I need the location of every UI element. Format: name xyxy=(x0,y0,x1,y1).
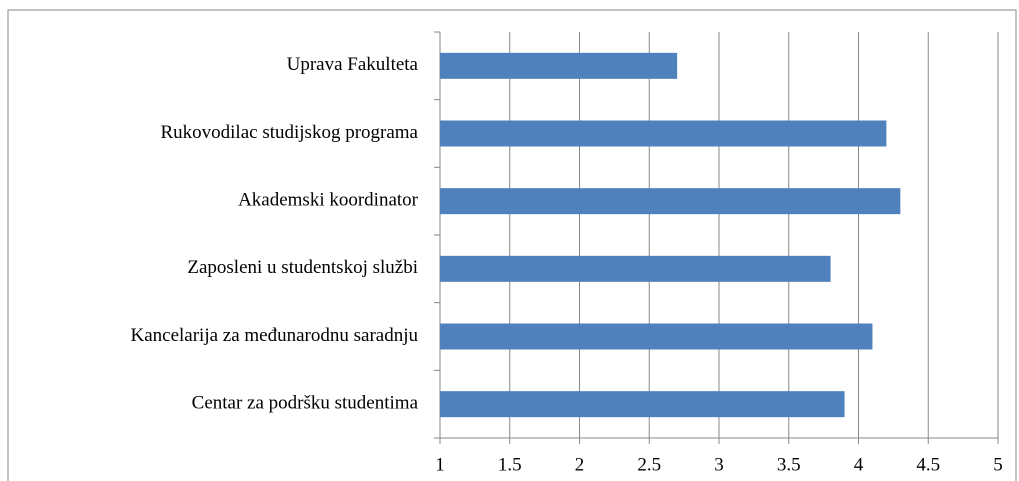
bar xyxy=(440,52,678,79)
bar xyxy=(440,120,887,147)
bar xyxy=(440,255,831,282)
x-tick-label: 1 xyxy=(435,454,445,475)
chart-frame xyxy=(7,9,1017,481)
y-tick-label: Akademski koordinator xyxy=(238,190,419,211)
y-tick-label: Rukovodilac studijskog programa xyxy=(160,122,418,143)
x-tick-label: 2.5 xyxy=(637,454,661,475)
bar xyxy=(440,188,901,215)
x-tick-label: 1.5 xyxy=(498,454,522,475)
bar xyxy=(440,323,873,350)
y-tick-label: Kancelarija za međunarodnu saradnju xyxy=(130,325,418,346)
x-tick-label: 2 xyxy=(575,454,585,475)
x-tick-label: 5 xyxy=(993,454,1003,475)
x-tick-label: 4 xyxy=(854,454,864,475)
y-tick-label: Centar za podršku studentima xyxy=(192,393,419,414)
x-tick-label: 4.5 xyxy=(916,454,940,475)
x-tick-label: 3 xyxy=(714,454,724,475)
x-tick-label: 3.5 xyxy=(777,454,801,475)
y-tick-label: Uprava Fakulteta xyxy=(287,54,419,75)
bar xyxy=(440,391,845,418)
y-tick-label: Zaposleni u studentskoj službi xyxy=(187,257,418,278)
